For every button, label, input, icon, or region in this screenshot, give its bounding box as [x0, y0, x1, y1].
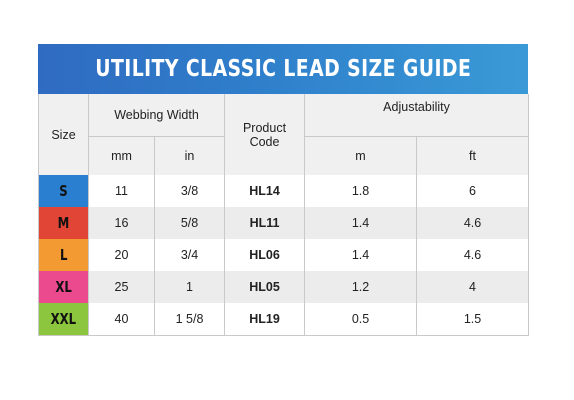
m-cell: 1.2	[304, 271, 418, 303]
product-code-label-line2: Code	[249, 134, 280, 149]
mm-cell: 20	[88, 239, 155, 271]
product-code-cell: HL11	[224, 207, 306, 239]
in-cell: 3/8	[153, 175, 226, 207]
in-cell: 1	[153, 271, 226, 303]
m-cell: 1.8	[304, 175, 418, 207]
webbing-width-label: Webbing Width	[114, 108, 199, 122]
table-row: M 16 5/8 HL11 1.4 4.6	[38, 207, 530, 239]
size-badge: XXL	[38, 303, 89, 336]
size-label: L	[59, 246, 68, 264]
ft-cell: 6	[416, 175, 530, 207]
ft-cell: 1.5	[416, 303, 530, 336]
size-header: Size	[38, 94, 89, 175]
size-badge: M	[38, 207, 89, 239]
table-row: XXL 40 1 5/8 HL19 0.5 1.5	[38, 303, 530, 336]
size-label: S	[59, 182, 68, 200]
m-header: m	[304, 136, 418, 175]
header-row-top: Size Webbing Width Product Code Adjustab…	[38, 94, 530, 175]
header-row-units: mm in m ft	[39, 136, 530, 175]
size-badge: L	[38, 239, 89, 271]
product-code-cell: HL05	[224, 271, 306, 303]
ft-cell: 4	[416, 271, 530, 303]
in-cell: 5/8	[153, 207, 226, 239]
mm-cell: 25	[88, 271, 155, 303]
adjustability-label: Adjustability	[383, 100, 450, 114]
table-row: S 11 3/8 HL14 1.8 6	[38, 175, 530, 207]
m-cell: 1.4	[304, 207, 418, 239]
mm-cell: 40	[88, 303, 155, 336]
mm-cell: 11	[88, 175, 155, 207]
product-code-cell: HL19	[224, 303, 306, 336]
product-code-header: Product Code	[224, 94, 306, 175]
m-cell: 0.5	[304, 303, 418, 336]
in-cell: 3/4	[153, 239, 226, 271]
m-cell: 1.4	[304, 239, 418, 271]
product-code-cell: HL06	[224, 239, 306, 271]
size-label: XXL	[50, 310, 77, 328]
size-header-label: Size	[51, 127, 76, 142]
size-label: XL	[55, 278, 72, 296]
in-cell: 1 5/8	[153, 303, 226, 336]
size-badge: S	[38, 175, 89, 207]
ft-cell: 4.6	[416, 207, 530, 239]
mm-cell: 16	[88, 207, 155, 239]
title-bar: UTILITY CLASSIC LEAD SIZE GUIDE	[38, 44, 528, 94]
size-label: M	[57, 214, 70, 232]
ft-header: ft	[416, 136, 530, 175]
size-badge: XL	[38, 271, 89, 303]
product-code-label-line1: Product	[242, 120, 287, 135]
webbing-width-header: Webbing Width	[87, 94, 226, 137]
product-code-cell: HL14	[224, 175, 306, 207]
ft-cell: 4.6	[416, 239, 530, 271]
guide-title: UTILITY CLASSIC LEAD SIZE GUIDE	[94, 56, 472, 82]
mm-header: mm	[88, 136, 155, 175]
in-header: in	[153, 136, 226, 175]
size-table: Size Webbing Width Product Code Adjustab…	[38, 94, 530, 336]
adjustability-header: Adjustability	[304, 94, 530, 137]
table-row: L 20 3/4 HL06 1.4 4.6	[38, 239, 530, 271]
size-guide: UTILITY CLASSIC LEAD SIZE GUIDE Size Web…	[38, 44, 530, 340]
table-row: XL 25 1 HL05 1.2 4	[38, 271, 530, 303]
